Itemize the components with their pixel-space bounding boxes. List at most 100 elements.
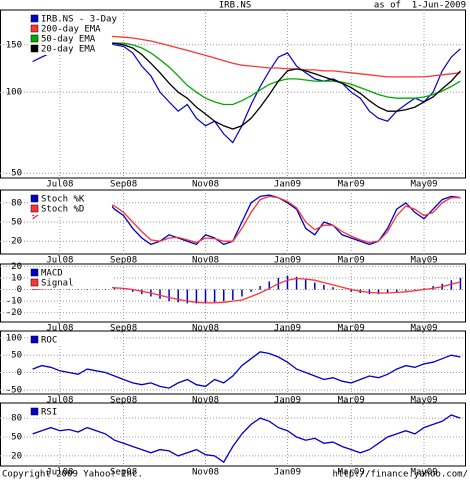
bar: [323, 284, 325, 290]
y-tick-label: 20: [11, 451, 22, 461]
series-line: [77, 42, 461, 130]
legend-label: Signal: [41, 279, 74, 289]
y-tick-label: 150: [6, 40, 22, 50]
panel-frame: [0, 263, 466, 323]
x-tick-label: Jul08: [46, 180, 73, 190]
legend-label: IRB.NS - 3-Day: [41, 15, 117, 25]
x-tick-label: Jan09: [274, 396, 301, 406]
legend-label: ROC: [41, 336, 57, 346]
y-tick-label: -50: [6, 385, 22, 395]
legend-label: RSI: [41, 408, 57, 418]
x-tick-label: Mar09: [338, 256, 365, 266]
y-tick-label: 0: [17, 285, 22, 295]
panel-frame: [0, 402, 466, 467]
bar: [213, 289, 216, 303]
legend-box: [30, 13, 112, 55]
bar: [414, 289, 416, 291]
bar: [377, 289, 380, 295]
panel-frame: [0, 9, 466, 179]
bar: [122, 289, 125, 291]
y-tick-label: 20: [11, 237, 22, 247]
legend-swatch: [30, 407, 39, 416]
bar: [341, 289, 343, 291]
bar: [395, 289, 398, 292]
x-tick-label: May09: [410, 396, 437, 406]
bar: [259, 286, 261, 290]
legend-label: MACD: [41, 269, 63, 279]
bar: [250, 289, 252, 292]
legend-box: [30, 334, 112, 346]
y-tick-label: 50: [11, 218, 22, 228]
bar: [286, 275, 289, 290]
y-tick-label: 80: [11, 414, 22, 424]
bar: [332, 287, 334, 290]
x-tick-label: Sep08: [110, 180, 137, 190]
bar: [195, 289, 198, 304]
legend-swatch: [30, 24, 39, 33]
y-tick-label: 50: [11, 351, 22, 361]
x-tick-label: Nov08: [192, 396, 219, 406]
bar: [232, 289, 234, 300]
x-tick-label: Nov08: [192, 468, 219, 478]
bar: [459, 277, 462, 290]
y-tick-label: 50: [11, 169, 22, 179]
bar: [31, 289, 34, 291]
x-tick-label: Nov08: [192, 180, 219, 190]
x-tick-label: Jan09: [274, 180, 301, 190]
x-tick-label: May09: [410, 256, 437, 266]
bar: [386, 289, 389, 293]
bar: [168, 289, 170, 302]
legend-box: [30, 267, 112, 289]
x-tick-label: Nov08: [192, 256, 219, 266]
x-tick-label: Jul08: [46, 256, 73, 266]
x-tick-label: Jan09: [274, 468, 301, 478]
x-tick-label: Sep08: [110, 256, 137, 266]
chart-title: IRB.NS: [219, 1, 252, 11]
x-tick-label: Sep08: [110, 324, 137, 334]
x-tick-label: Mar09: [338, 324, 365, 334]
panel-frame: [0, 330, 466, 395]
x-tick-label: May09: [410, 468, 437, 478]
legend-label: 200-day EMA: [41, 25, 101, 35]
x-tick-label: Jul08: [46, 324, 73, 334]
x-tick-label: Mar09: [338, 180, 365, 190]
copyright: Copyright 2009 Yahoo! Inc.: [2, 470, 143, 480]
bar: [314, 282, 316, 290]
bar: [304, 279, 307, 290]
legend-label: Stoch %K: [41, 195, 85, 205]
x-tick-label: Mar09: [338, 396, 365, 406]
bar: [177, 289, 179, 303]
bar: [241, 289, 243, 297]
bar: [159, 289, 161, 299]
bar: [186, 289, 189, 304]
x-tick-label: Jan09: [274, 324, 301, 334]
legend-swatch: [30, 44, 39, 53]
legend-label: Stoch %D: [41, 205, 84, 215]
x-tick-label: Sep08: [110, 468, 137, 478]
y-tick-label: -20: [6, 308, 22, 318]
legend-box: [30, 193, 112, 215]
y-tick-label: 100: [6, 333, 22, 343]
y-tick-label: 20: [11, 262, 22, 272]
x-tick-label: Jul08: [46, 396, 73, 406]
legend-swatch: [30, 278, 39, 287]
legend-swatch: [30, 34, 39, 43]
bar: [295, 276, 298, 290]
bar: [113, 288, 116, 290]
legend-swatch: [30, 268, 39, 277]
bar: [268, 281, 271, 290]
source-url: http://finance.yahoo.com/: [333, 470, 468, 480]
x-tick-label: May09: [410, 180, 437, 190]
legend-swatch: [30, 204, 39, 213]
bar: [222, 289, 225, 302]
y-tick-label: 0: [17, 368, 22, 378]
bar: [405, 289, 407, 291]
x-tick-label: Sep08: [110, 396, 137, 406]
x-tick-label: Mar09: [338, 468, 365, 478]
y-tick-label: 10: [11, 273, 22, 283]
legend-label: 20-day EMA: [41, 45, 96, 55]
legend-label: 50-day EMA: [41, 35, 96, 45]
bar: [204, 289, 207, 304]
legend-swatch: [30, 194, 39, 203]
legend-swatch: [30, 335, 39, 344]
